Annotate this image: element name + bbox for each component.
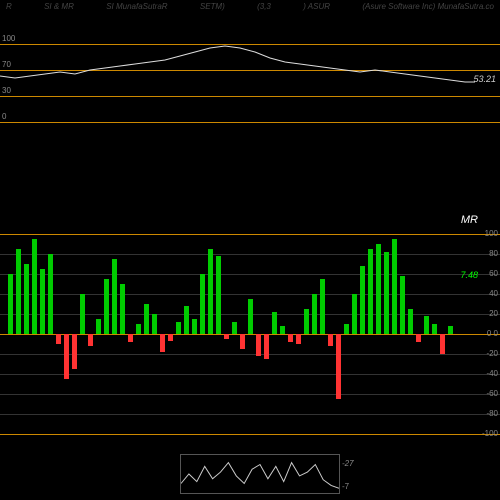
mini-line [181,455,339,493]
chart-header: R SI & MR SI MunafaSutraR SETM) (3,3 ) A… [0,0,500,14]
mr-label: MR [461,214,478,226]
hdr-2: SI & MR [44,2,74,12]
hdr-3: SI MunafaSutraR [106,2,167,12]
rsi-line-chart [0,14,500,144]
mini-label-1: -27 [342,459,354,468]
hdr-6: ) ASUR [303,2,330,12]
current-value-label: 53.21 [473,74,496,84]
hdr-4: SETM) [200,2,225,12]
chart-area: 10070300 53.21 100806040200 0-20-40-60-8… [0,14,500,500]
hdr-7: (Asure Software Inc) MunafaSutra.co [362,2,494,12]
hdr-5: (3,3 [257,2,271,12]
mini-label-2: -7 [342,482,349,491]
bar-value-label: 7.48 [460,270,478,280]
mini-oscillator-chart [180,454,340,494]
hdr-1: R [6,2,12,12]
